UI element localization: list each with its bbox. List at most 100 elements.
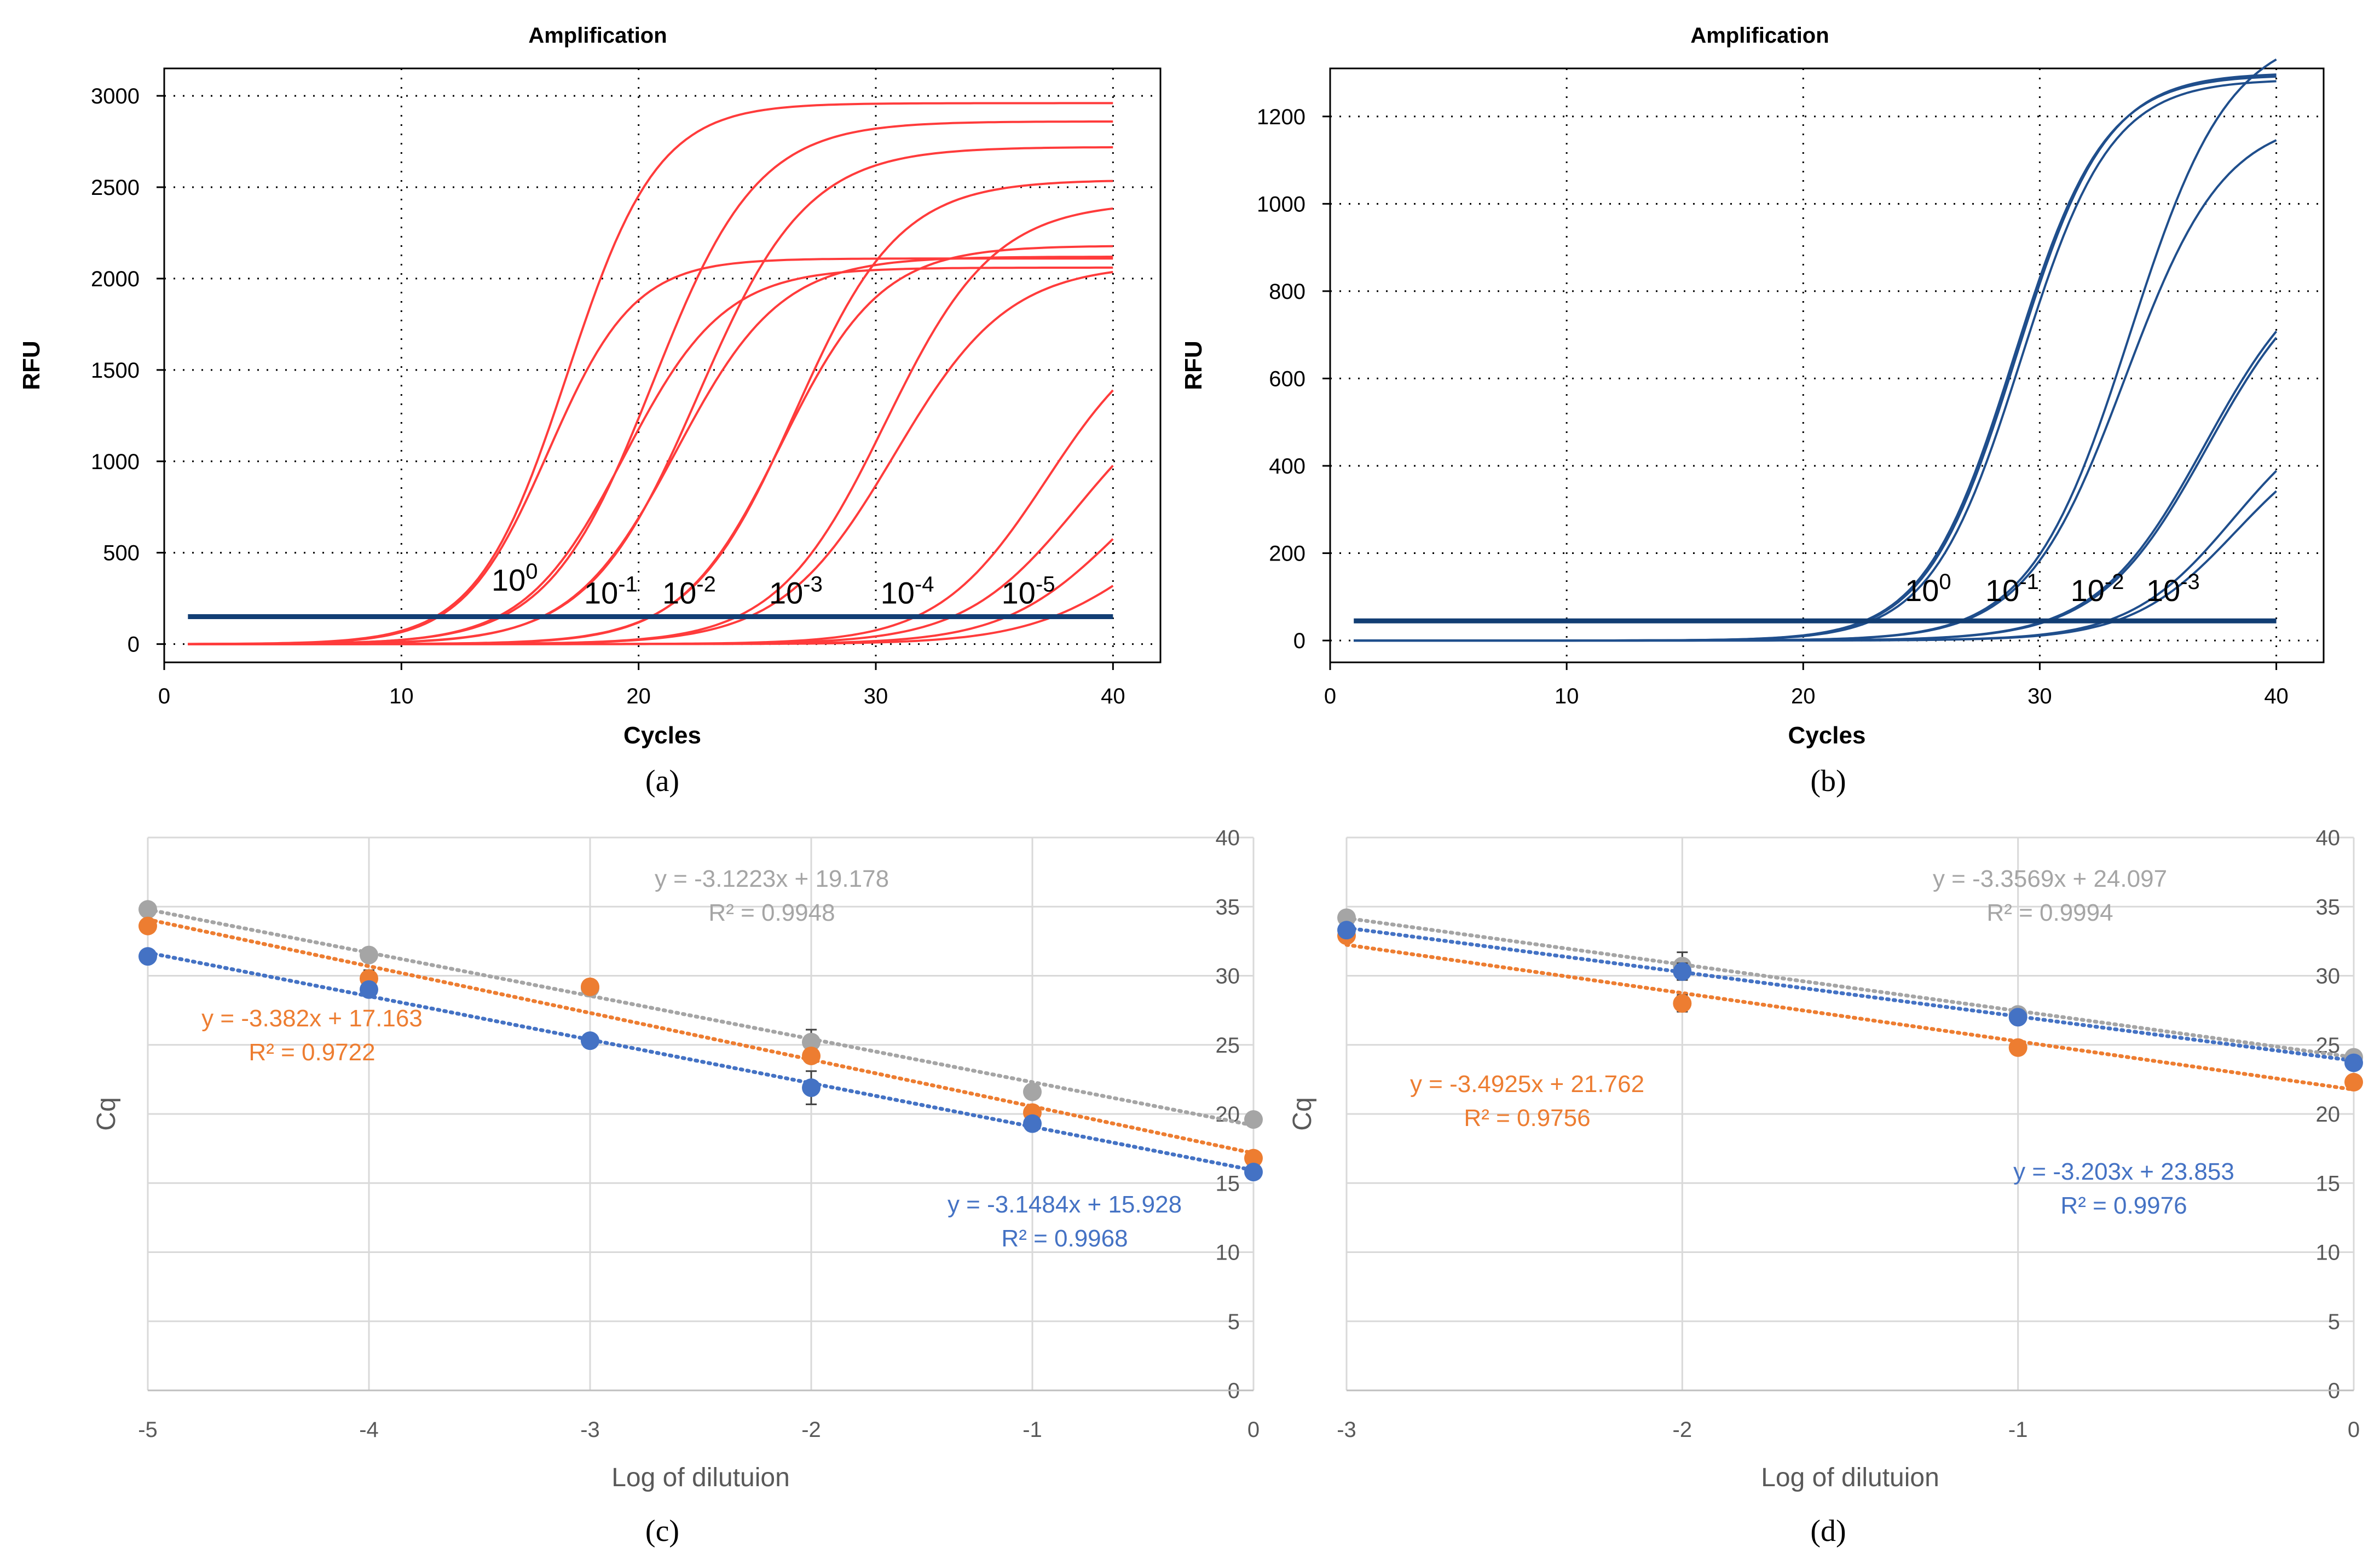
trendline-r2-grey: R² = 0.9994 (1986, 899, 2113, 926)
data-point-grey (802, 1032, 821, 1052)
data-point-orange (1673, 994, 1692, 1013)
chart-title: Amplification (1690, 24, 1829, 48)
y-axis-label: RFU (18, 340, 45, 390)
y-axis-label: Cq (1288, 1097, 1317, 1130)
x-tick-label: 0 (1247, 1418, 1260, 1442)
x-tick-label: 40 (1101, 684, 1125, 708)
data-point-orange (1244, 1148, 1263, 1168)
trendline-blue (146, 950, 1256, 1173)
data-point-orange (2008, 1038, 2027, 1057)
y-tick-label: 0 (128, 633, 140, 657)
dilution-label-exponent: -3 (803, 573, 823, 597)
trendline-r2-blue: R² = 0.9968 (1001, 1225, 1128, 1252)
panel-label: (a) (645, 764, 679, 798)
x-tick-label: -1 (2008, 1418, 2028, 1442)
dilution-label-base: 10 (1905, 573, 1939, 608)
dilution-label: 10-1 (584, 573, 638, 610)
y-tick-label: 3000 (91, 84, 140, 108)
x-tick-label: 10 (389, 684, 414, 708)
data-point-blue (2344, 1053, 2363, 1072)
dilution-label: 10-1 (1985, 570, 2039, 608)
y-tick-label: 5 (1228, 1310, 1240, 1334)
y-tick-label: 500 (103, 541, 140, 565)
dilution-label-base: 10 (1002, 576, 1036, 610)
amplification-curve (188, 538, 1114, 645)
data-point-blue (802, 1078, 821, 1098)
trendline-r2-blue: R² = 0.9976 (2060, 1192, 2187, 1219)
amplification-curve (188, 257, 1113, 645)
dilution-label-exponent: 0 (525, 559, 538, 584)
y-tick-label: 1000 (1257, 192, 1305, 216)
y-tick-label: 200 (1269, 542, 1305, 566)
x-tick-label: 10 (1555, 684, 1579, 708)
trendline-equation-grey: y = -3.3569x + 24.097 (1933, 865, 2167, 892)
data-point-blue (1023, 1114, 1042, 1133)
dilution-label-base: 10 (1985, 573, 2019, 608)
x-tick-label: 30 (864, 684, 888, 708)
data-point-orange (2344, 1072, 2363, 1092)
amplification-curve (188, 207, 1113, 645)
y-tick-label: 30 (2316, 965, 2341, 989)
dilution-label-exponent: -1 (618, 573, 638, 597)
trendline-orange (146, 917, 1256, 1156)
y-tick-label: 10 (1216, 1241, 1240, 1265)
x-tick-label: 0 (1324, 684, 1336, 708)
x-axis-label: Cycles (623, 722, 701, 749)
y-tick-label: 35 (1216, 895, 1240, 919)
dilution-label-exponent: -2 (696, 573, 716, 597)
y-tick-label: 15 (1216, 1171, 1240, 1196)
panel-a-amplification-chart: 0 10 20 30 4005001000150020002500300010010-1… (18, 24, 1162, 798)
amplification-curve (1354, 139, 2277, 642)
amplification-curve (188, 266, 1113, 645)
x-tick-label: 20 (626, 684, 651, 708)
dilution-label-base: 10 (769, 576, 803, 610)
dilution-label-exponent: 0 (1939, 570, 1951, 594)
trendline-equation-grey: y = -3.1223x + 19.178 (655, 865, 889, 892)
x-tick-label: -2 (1673, 1418, 1692, 1442)
data-point-grey (1244, 1110, 1263, 1129)
y-tick-label: 10 (2316, 1241, 2341, 1265)
y-axis-label: RFU (1180, 340, 1207, 390)
dilution-label-exponent: -3 (2180, 570, 2200, 594)
data-point-grey (1023, 1082, 1042, 1101)
y-tick-label: 0 (1293, 629, 1305, 653)
y-tick-label: 35 (2316, 895, 2341, 919)
trendline-equation-orange: y = -3.4925x + 21.762 (1410, 1071, 1644, 1098)
trendline-r2-orange: R² = 0.9722 (249, 1039, 375, 1066)
dilution-label: 10-5 (1002, 573, 1055, 610)
y-tick-label: 5 (2328, 1310, 2340, 1334)
dilution-label: 10-4 (881, 573, 934, 610)
amplification-curve (188, 146, 1113, 645)
dilution-label-base: 10 (2146, 573, 2180, 608)
x-axis-label: Cycles (1788, 722, 1866, 749)
x-tick-label: 0 (2348, 1418, 2360, 1442)
data-point-grey (360, 945, 378, 965)
trendline-orange (1344, 943, 2356, 1092)
data-point-blue (360, 980, 378, 999)
plot-frame (163, 67, 1162, 663)
amplification-curve (188, 270, 1113, 645)
trendline-grey (146, 908, 1256, 1128)
plot-frame (1329, 67, 2325, 663)
trendline-equation-orange: y = -3.382x + 17.163 (201, 1005, 423, 1032)
dilution-label: 10-2 (662, 573, 716, 610)
x-axis-label: Log of dilutuion (1761, 1463, 1939, 1492)
dilution-label: 10-3 (769, 573, 823, 610)
panel-label: (c) (645, 1514, 679, 1548)
data-point-orange (581, 977, 599, 996)
trendline-r2-orange: R² = 0.9756 (1464, 1105, 1590, 1131)
y-tick-label: 1000 (91, 450, 140, 474)
amplification-curve (188, 256, 1113, 645)
x-tick-label: -3 (1337, 1418, 1356, 1442)
y-tick-label: 15 (2316, 1171, 2341, 1196)
y-tick-label: 20 (2316, 1102, 2341, 1127)
dilution-label: 10-2 (2071, 570, 2124, 608)
amplification-curve (1354, 337, 2278, 642)
data-point-grey (138, 900, 157, 919)
data-point-blue (2008, 1008, 2027, 1027)
data-point-blue (138, 947, 157, 966)
y-tick-label: 1500 (91, 359, 140, 383)
amplification-curve (188, 245, 1113, 645)
